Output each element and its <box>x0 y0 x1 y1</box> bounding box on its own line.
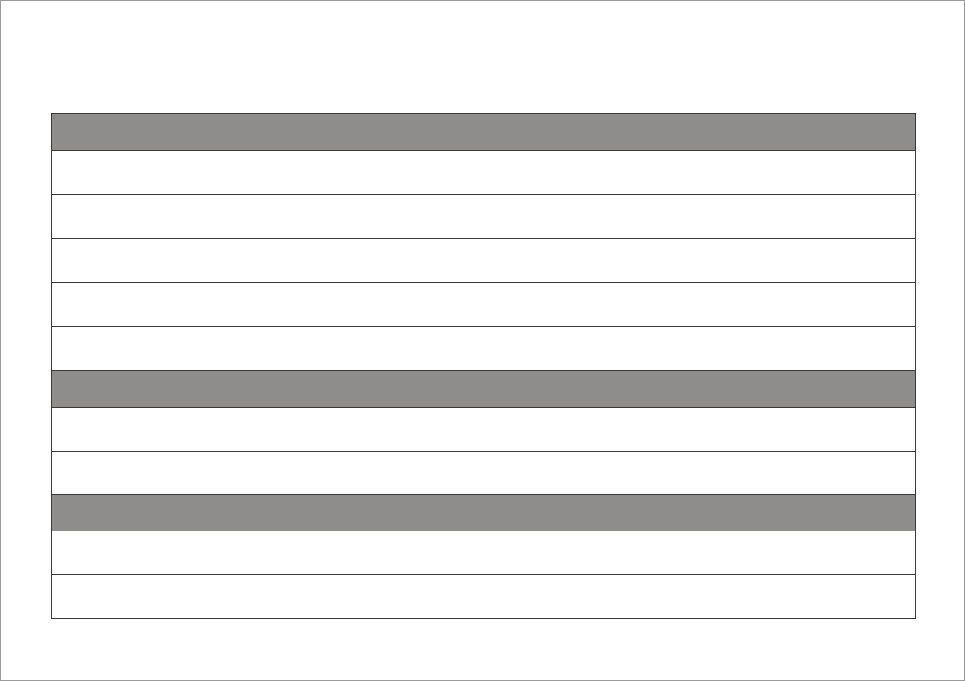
table-row <box>52 531 915 575</box>
section-header <box>52 371 915 408</box>
section-header <box>52 495 915 531</box>
table-row <box>52 327 915 371</box>
table-row <box>52 575 915 618</box>
table-row <box>52 151 915 195</box>
table-row <box>52 283 915 327</box>
section-header <box>52 114 915 151</box>
table-row <box>52 239 915 283</box>
table-row <box>52 452 915 495</box>
table <box>51 113 916 619</box>
table-row <box>52 408 915 452</box>
table-row <box>52 195 915 239</box>
